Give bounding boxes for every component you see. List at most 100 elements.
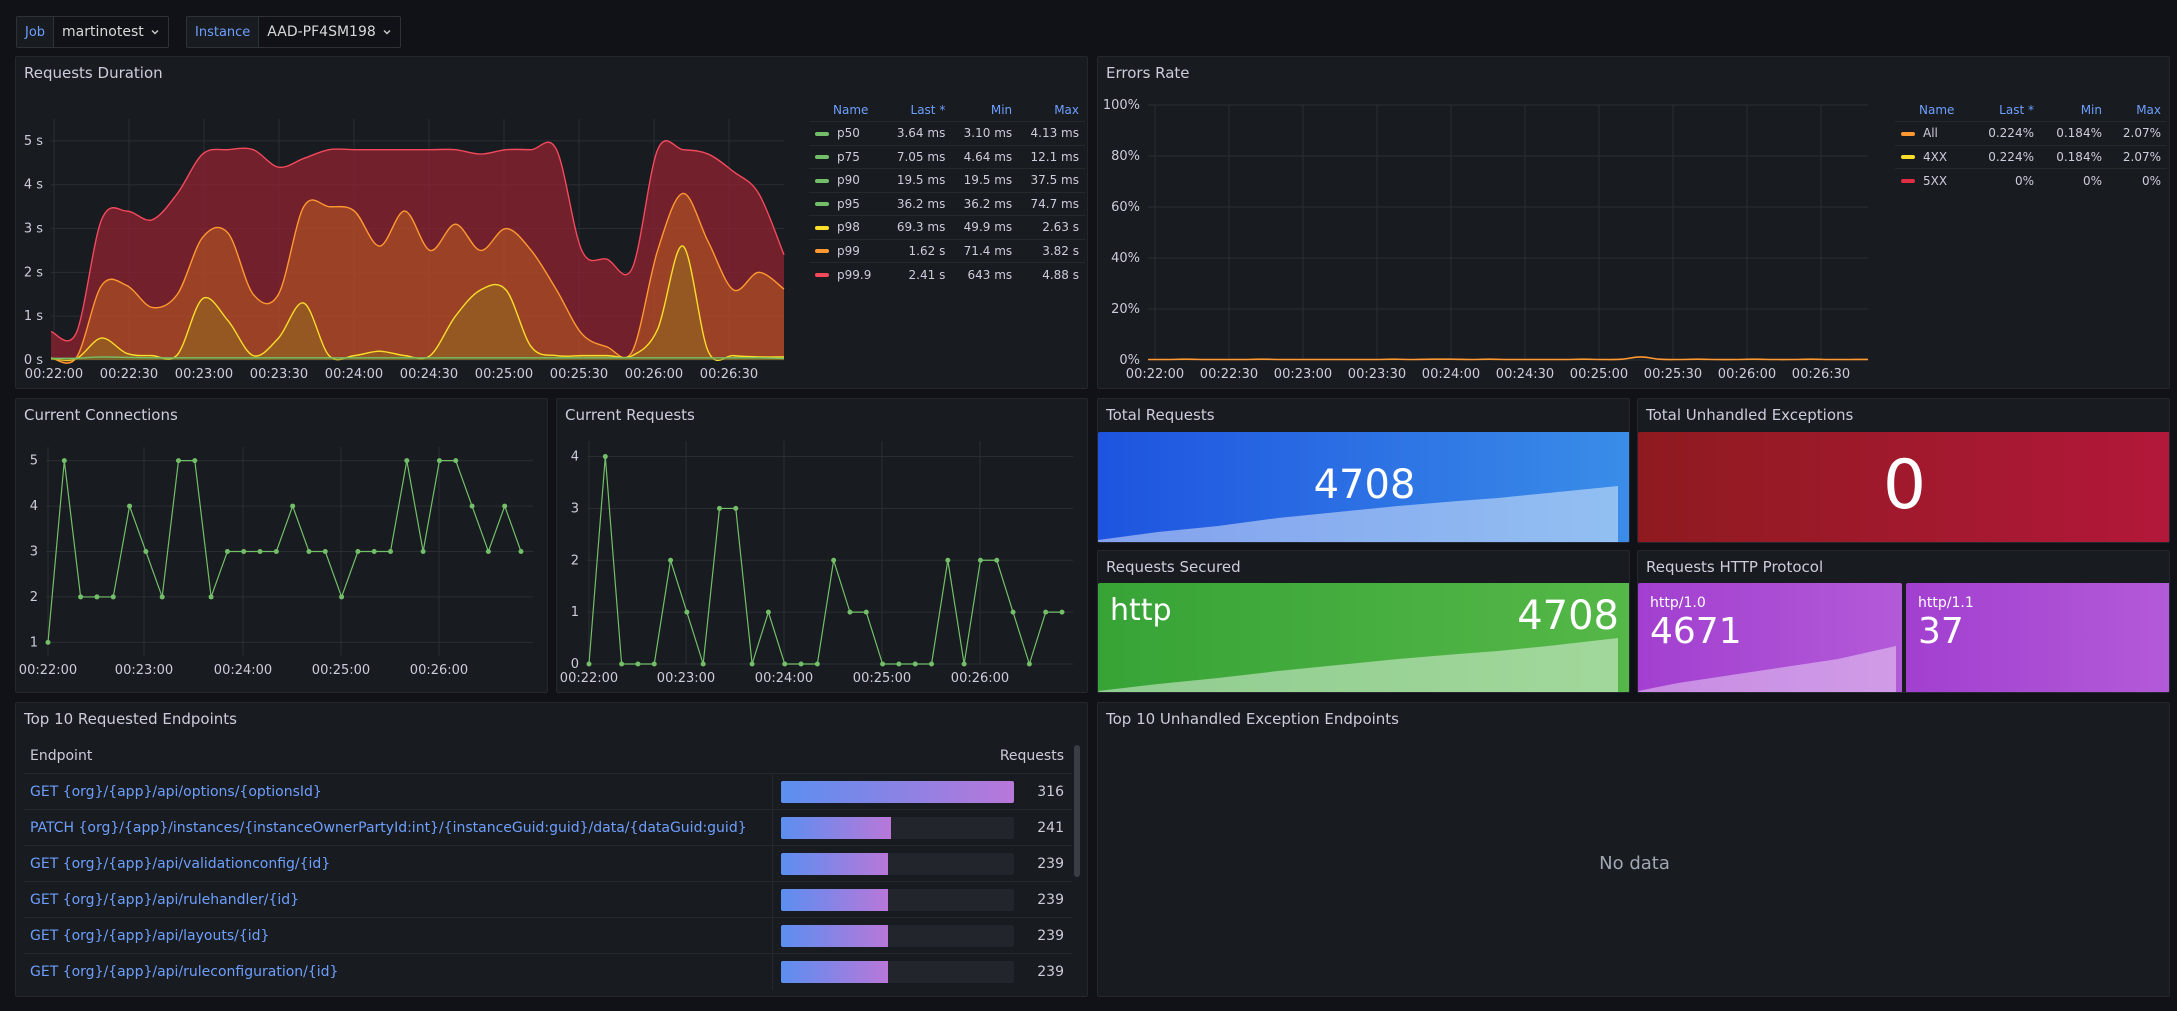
y-tick-label: 4 [30,499,38,514]
x-tick-label: 00:22:30 [100,367,158,382]
endpoint-link[interactable]: GET {org}/{app}/api/rulehandler/{id} [24,881,772,918]
data-point [306,549,312,554]
current-requests-chart[interactable]: 0 1 2 3 4 00:22:00 00:23:00 00:24:00 00:25:00 00:… [557,399,1088,693]
table-row[interactable]: GET {org}/{app}/api/rulehandler/{id} 239 [24,881,1072,918]
data-point [716,505,722,511]
legend-swatch [1901,131,1915,136]
requests-secured-label: http [1110,593,1172,628]
x-tick-label: 00:26:00 [625,367,683,382]
instance-variable-select[interactable]: AAD-PF4SM198 [259,16,401,48]
legend-last-value: 0% [1971,168,2040,192]
current-connections-chart[interactable]: 1 2 3 4 5 00:22:00 00:23:00 00:24:00 00:25:00 00:… [16,399,548,693]
y-tick-label: 3 [571,501,579,516]
endpoint-link[interactable]: GET {org}/{app}/api/validationconfig/{id… [24,845,772,882]
legend-header-min[interactable]: Min [990,103,1013,117]
legend-row[interactable]: p50 3.64 ms 3.10 ms 4.13 ms [809,121,1085,145]
endpoints-rows: GET {org}/{app}/api/options/{optionsId} 3… [24,773,1072,990]
x-tick-label: 00:24:30 [400,367,458,382]
endpoint-link[interactable]: GET {org}/{app}/api/layouts/{id} [24,917,772,954]
panel-title: Total Unhandled Exceptions [1646,406,1854,424]
endpoint-link[interactable]: PATCH {org}/{app}/instances/{instanceOwn… [24,809,772,846]
requests-bar-fill [780,960,888,983]
requests-duration-panel[interactable]: Requests Duration 0 s 1 s 2 s 3 s 4 s 5 s 00:2… [15,56,1088,389]
scrollbar[interactable] [1074,745,1080,877]
total-requests-panel[interactable]: Total Requests 4708 [1097,398,1630,543]
requests-secured-value: 4708 [1517,593,1619,639]
top-exceptions-panel[interactable]: Top 10 Unhandled Exception Endpoints No … [1097,702,2170,997]
legend-header-name[interactable]: Name [833,103,869,117]
data-point [831,557,837,563]
panel-title: Current Requests [565,406,695,424]
legend-max-value: 2.07% [2107,144,2167,169]
requests-secured-panel[interactable]: Requests Secured http 4708 [1097,550,1630,693]
legend-row[interactable]: p99 1.62 s 71.4 ms 3.82 s [809,238,1085,263]
requests-bar [780,924,1014,947]
top-endpoints-panel[interactable]: Top 10 Requested Endpoints Endpoint Requ… [15,702,1088,997]
legend-header-name[interactable]: Name [1919,103,1955,117]
data-point [945,557,951,563]
data-point [782,661,788,667]
table-row[interactable]: PATCH {org}/{app}/instances/{instanceOwn… [24,809,1072,846]
data-point [684,609,690,615]
requests-cell: 241 [771,809,1072,846]
total-requests-value: 4708 [1313,462,1416,508]
x-tick-label: 00:24:00 [214,663,272,678]
duration-legend-table: Name Last * Min Max p50 3.64 ms 3.10 ms 4.13 ms… [809,99,1085,286]
table-row[interactable]: GET {org}/{app}/api/validationconfig/{id… [24,845,1072,882]
endpoint-link[interactable]: GET {org}/{app}/api/ruleconfiguration/{i… [24,953,772,990]
x-tick-label: 00:25:00 [312,663,370,678]
job-variable-select[interactable]: martinotest [54,16,169,48]
http-protocol-panel[interactable]: Requests HTTP Protocol http/1.0 4671 htt… [1637,550,2170,693]
panel-title: Requests HTTP Protocol [1646,558,1824,576]
x-tick-label: 00:25:00 [853,671,911,686]
errors-rate-chart[interactable]: 0% 20% 40% 60% 80% 100% 00:22:00 00:22:30 00:23:… [1098,57,1898,389]
legend-header-max[interactable]: Max [1054,103,1079,117]
legend-series-name: p99 [837,243,860,258]
table-row[interactable]: GET {org}/{app}/api/ruleconfiguration/{i… [24,953,1072,990]
y-tick-label: 100% [1103,98,1140,113]
column-header-endpoint[interactable]: Endpoint [30,748,93,764]
data-point [765,609,771,615]
legend-row[interactable]: 5XX 0% 0% 0% [1895,168,2167,192]
legend-row[interactable]: 4XX 0.224% 0.184% 2.07% [1895,144,2167,169]
x-tick-label: 00:25:00 [475,367,533,382]
table-row[interactable]: GET {org}/{app}/api/layouts/{id} 239 [24,917,1072,954]
x-tick-label: 00:23:00 [657,671,715,686]
legend-row[interactable]: p95 36.2 ms 36.2 ms 74.7 ms [809,191,1085,216]
legend-row[interactable]: p98 69.3 ms 49.9 ms 2.63 s [809,215,1085,239]
total-exceptions-panel[interactable]: Total Unhandled Exceptions 0 [1637,398,2170,543]
legend-row[interactable]: p90 19.5 ms 19.5 ms 37.5 ms [809,168,1085,192]
x-tick-label: 00:23:00 [1274,367,1332,382]
legend-series-name: p90 [837,173,860,188]
legend-header-last[interactable]: Last * [910,103,946,117]
column-header-requests[interactable]: Requests [999,748,1064,764]
requests-secured-stat: http 4708 [1098,583,1629,692]
legend-row[interactable]: p99.9 2.41 s 643 ms 4.88 s [809,262,1085,286]
legend-header-last[interactable]: Last * [1999,103,2034,117]
errors-rate-panel[interactable]: Errors Rate 0% 20% 40% 60% 80% 100% 00:22:00 00… [1097,56,2170,389]
y-tick-label: 2 s [24,265,43,280]
data-point [241,549,247,554]
data-point [798,661,804,667]
data-point [322,549,328,554]
requests-duration-chart[interactable]: 0 s 1 s 2 s 3 s 4 s 5 s 00:22:00 00:22:30 00:23:… [16,57,816,389]
legend-header-min[interactable]: Min [2080,103,2102,117]
legend-row[interactable]: p75 7.05 ms 4.64 ms 12.1 ms [809,144,1085,169]
y-tick-label: 1 [30,635,38,650]
legend-last-value: 69.3 ms [884,215,952,239]
requests-bar-fill [780,852,888,875]
sparkline [1638,646,1896,692]
legend-row[interactable]: All 0.224% 0.184% 2.07% [1895,121,2167,145]
legend-header-max[interactable]: Max [2136,103,2161,117]
endpoint-link[interactable]: GET {org}/{app}/api/options/{optionsId} [24,773,772,810]
current-requests-panel[interactable]: Current Requests 0 1 2 3 4 00:22:00 00:23:00 00… [556,398,1088,693]
table-row[interactable]: GET {org}/{app}/api/options/{optionsId} 3… [24,773,1072,810]
x-tick-label: 00:25:30 [1644,367,1702,382]
data-point [436,458,442,464]
current-connections-panel[interactable]: Current Connections 1 2 3 4 5 00:22:00 00:23:0… [15,398,548,693]
x-tick-label: 00:25:30 [550,367,608,382]
job-variable: Job martinotest [16,16,169,48]
y-tick-label: 0 [571,657,579,672]
y-tick-label: 1 s [24,309,43,324]
y-tick-label: 5 s [24,134,43,149]
